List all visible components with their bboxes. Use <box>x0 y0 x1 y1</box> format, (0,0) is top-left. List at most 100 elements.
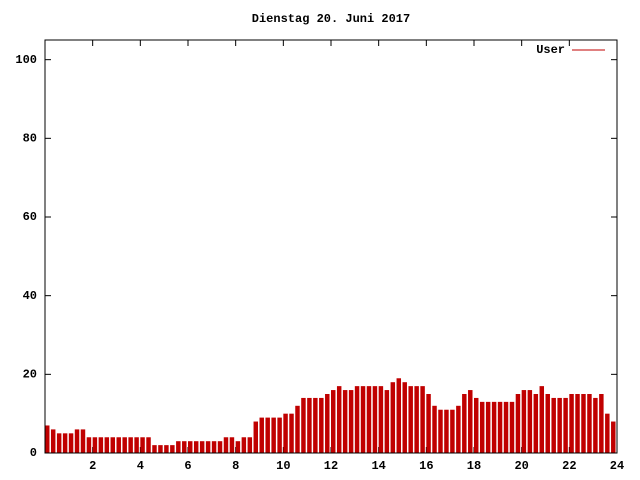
y-tick-label: 60 <box>23 210 37 224</box>
impulse <box>158 445 163 453</box>
impulse <box>301 397 306 453</box>
impulse <box>289 413 294 453</box>
impulse <box>342 390 348 453</box>
impulse <box>474 397 479 453</box>
x-tick-label: 14 <box>371 459 385 473</box>
impulse <box>68 433 74 453</box>
impulse <box>271 417 276 453</box>
impulse <box>140 437 145 453</box>
impulse <box>539 386 545 453</box>
impulse <box>223 437 229 453</box>
x-tick-label: 8 <box>232 459 239 473</box>
impulse <box>611 421 616 453</box>
impulse <box>265 417 270 453</box>
x-tick-label: 12 <box>324 459 338 473</box>
impulse <box>348 390 354 453</box>
impulse <box>80 429 86 453</box>
impulse <box>235 441 241 453</box>
impulse <box>217 441 223 453</box>
impulse <box>515 394 521 453</box>
impulse <box>569 394 574 453</box>
impulse <box>497 401 503 453</box>
impulse <box>557 397 562 453</box>
impulse <box>426 394 431 453</box>
impulse <box>259 417 264 453</box>
impulse <box>199 441 205 453</box>
legend-label: User <box>536 43 565 57</box>
impulse <box>599 394 604 453</box>
impulse <box>336 386 342 453</box>
impulse <box>146 437 151 453</box>
impulse <box>122 437 127 453</box>
impulse <box>503 401 509 453</box>
x-tick-label: 6 <box>184 459 191 473</box>
impulse <box>581 394 586 453</box>
impulse <box>128 437 133 453</box>
impulse <box>533 394 539 453</box>
impulse <box>104 437 110 453</box>
impulse <box>527 390 533 453</box>
impulse <box>575 394 580 453</box>
impulse <box>479 401 485 453</box>
x-tick-label: 2 <box>89 459 96 473</box>
impulse <box>307 397 312 453</box>
y-tick-label: 80 <box>23 132 37 146</box>
impulse <box>438 409 443 453</box>
impulse <box>390 382 396 453</box>
chart-title: Dienstag 20. Juni 2017 <box>252 12 410 26</box>
impulse <box>241 437 247 453</box>
impulse <box>468 390 473 453</box>
plot-frame <box>44 39 618 454</box>
impulse <box>331 390 336 453</box>
impulse <box>587 394 592 453</box>
impulse <box>110 437 116 453</box>
impulse <box>325 394 330 453</box>
impulse <box>420 386 425 453</box>
impulse <box>360 386 366 453</box>
x-tick-label: 10 <box>276 459 290 473</box>
y-tick-label: 0 <box>30 446 37 460</box>
impulse <box>563 397 568 453</box>
impulse <box>188 441 193 453</box>
x-tick-label: 4 <box>137 459 144 473</box>
impulse <box>182 441 187 453</box>
x-tick-label: 16 <box>419 459 433 473</box>
x-tick-label: 22 <box>562 459 576 473</box>
impulse <box>211 441 217 453</box>
impulse <box>372 386 378 453</box>
impulse <box>62 433 68 453</box>
impulse <box>593 397 598 453</box>
impulse <box>253 421 259 453</box>
impulse <box>283 413 288 453</box>
impulse <box>545 394 550 453</box>
impulse <box>384 390 390 453</box>
impulse <box>205 441 211 453</box>
x-tick-label: 20 <box>514 459 528 473</box>
impulse <box>45 425 50 453</box>
impulse <box>408 386 413 453</box>
impulse <box>92 437 98 453</box>
y-tick-label: 100 <box>15 53 37 67</box>
x-tick-label: 24 <box>610 459 624 473</box>
impulse <box>98 437 104 453</box>
impulse <box>50 429 56 453</box>
impulse <box>152 445 157 453</box>
impulse <box>396 378 402 453</box>
impulse <box>366 386 372 453</box>
impulse <box>509 401 515 453</box>
impulse <box>551 397 556 453</box>
impulse <box>247 437 253 453</box>
impulse <box>414 386 419 453</box>
impulse <box>86 437 92 453</box>
impulse <box>134 437 139 453</box>
impulse <box>485 401 491 453</box>
impulse <box>170 445 175 453</box>
impulse <box>491 401 497 453</box>
y-tick-label: 40 <box>23 289 37 303</box>
x-tick-label: 18 <box>467 459 481 473</box>
impulse <box>277 417 282 453</box>
impulse <box>450 409 455 453</box>
impulse <box>402 382 407 453</box>
impulse <box>521 390 527 453</box>
